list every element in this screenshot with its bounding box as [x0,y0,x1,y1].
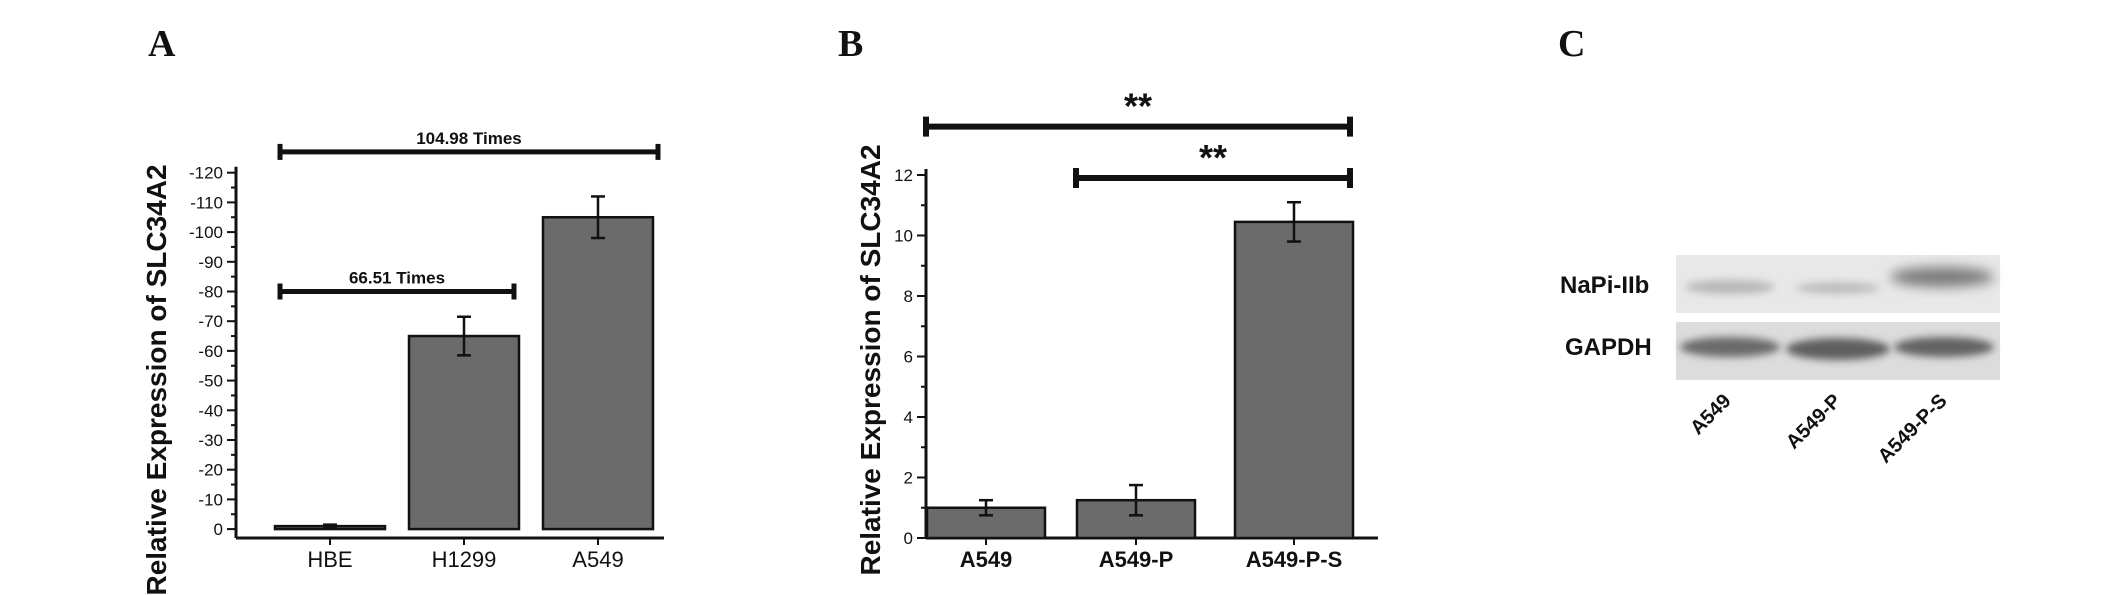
chart-a-ylabel: Relative Expression of SLC34A2 [141,164,172,595]
y-tick-label: 0 [904,529,913,548]
chart-a: Relative Expression of SLC34A2 0 -10 -20 -3… [141,129,664,595]
blot-band [1685,280,1775,294]
x-tick-label: A549 [960,547,1013,572]
bracket-label: 66.51 Times [349,268,445,287]
blot-band [1786,338,1890,360]
y-tick-label: 6 [904,348,913,367]
y-tick-label: -50 [198,372,223,391]
x-tick-label: A549 [572,547,623,572]
bracket-label: ** [1124,86,1152,127]
y-tick-label: 8 [904,287,913,306]
chart-b: Relative Expression of SLC34A2 0 2 4 6 8 10 12… [855,86,1378,576]
panel-letter-c: C [1558,23,1586,65]
y-tick-label: -60 [198,342,223,361]
bracket-label: 104.98 Times [416,129,522,148]
x-tick-label: H1299 [432,547,497,572]
y-tick-label: -30 [198,431,223,450]
x-tick-label: HBE [307,547,352,572]
blot-lane-label: A549-P [1782,390,1846,454]
y-tick-label: -40 [198,401,223,420]
blot-lane-label: A549 [1686,390,1735,439]
blot-band [1680,337,1780,357]
chart-b-ylabel: Relative Expression of SLC34A2 [855,144,886,575]
blot-band [1894,337,1994,357]
y-tick-label: 12 [894,166,913,185]
y-tick-label: 2 [904,469,913,488]
y-tick-label: -110 [190,193,223,212]
y-tick-label: -120 [189,164,223,183]
bracket-label: ** [1199,137,1227,178]
bar [407,334,521,531]
blot-lane-label: A549-P-S [1874,390,1952,468]
panel-letter-b: B [838,23,864,65]
bar [1233,220,1355,540]
y-tick-label: 10 [894,227,913,246]
blot-row-label: GAPDH [1565,334,1652,361]
bar [541,215,655,531]
panel-letter-a: A [148,23,176,65]
y-tick-label: -80 [198,282,223,301]
x-tick-label: A549-P-S [1246,547,1343,572]
y-tick-label: 4 [904,408,913,427]
y-tick-label: -90 [198,253,223,272]
y-tick-label: -20 [198,461,223,480]
y-tick-label: -100 [189,223,223,242]
blot-band [1796,282,1880,294]
blot-row-label: NaPi-IIb [1560,272,1649,299]
y-tick-label: -10 [198,490,223,509]
y-tick-label: 0 [214,520,223,539]
y-tick-label: -70 [198,312,223,331]
x-tick-label: A549-P [1099,547,1174,572]
blot-band [1890,267,1994,287]
western-blot: NaPi-IIb GAPDH A549 A549-P A549-P-S [1560,255,2000,468]
